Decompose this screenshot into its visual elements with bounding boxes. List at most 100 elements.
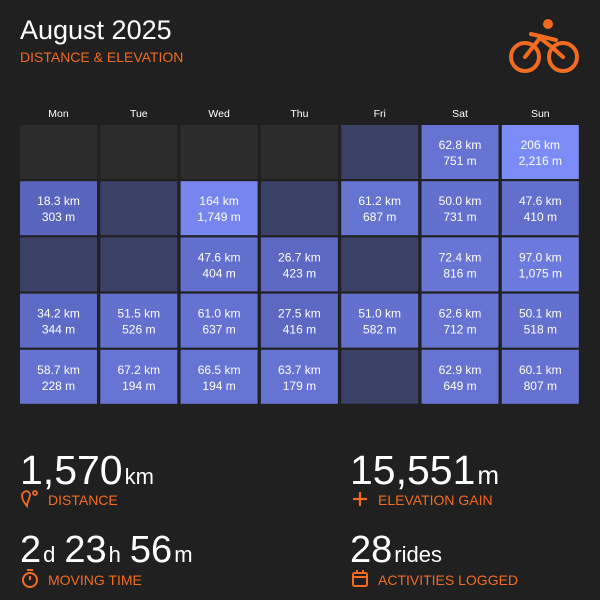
day-distance: 61.2 km (358, 194, 401, 208)
day-elevation: 194 m (122, 379, 155, 393)
stat-unit: m (174, 542, 192, 567)
weekday-label: Thu (290, 108, 308, 120)
ride-day (180, 349, 258, 404)
stat-value: 2d 23h 56m (20, 529, 193, 571)
ride-day (260, 293, 338, 348)
outside-day (100, 125, 178, 179)
day-elevation: 712 m (443, 323, 476, 337)
day-elevation: 1,075 m (519, 266, 562, 280)
day-distance: 62.9 km (439, 363, 482, 377)
rest-day (341, 237, 419, 292)
rest-day (341, 349, 419, 404)
ride-day (20, 293, 97, 348)
ride-day (421, 237, 499, 292)
ride-day (180, 181, 258, 236)
day-distance: 27.5 km (278, 307, 321, 321)
day-elevation: 179 m (283, 379, 316, 393)
rest-day (100, 181, 178, 236)
ride-day (20, 181, 97, 236)
stat-value: 1,570km (20, 447, 154, 493)
day-elevation: 410 m (524, 210, 557, 224)
day-distance: 72.4 km (439, 250, 482, 264)
day-elevation: 731 m (443, 210, 476, 224)
day-elevation: 404 m (202, 266, 235, 280)
ride-day (260, 237, 338, 292)
day-elevation: 1,749 m (197, 210, 240, 224)
outside-day (180, 125, 258, 179)
ride-day (180, 237, 258, 292)
stat-label: ACTIVITIES LOGGED (378, 572, 518, 588)
ride-day (341, 293, 419, 348)
stat-unit: km (125, 464, 154, 489)
ride-day (421, 125, 499, 179)
ride-day (421, 181, 499, 236)
ride-day (100, 349, 178, 404)
day-elevation: 423 m (283, 266, 316, 280)
day-distance: 97.0 km (519, 250, 562, 264)
day-elevation: 649 m (443, 379, 476, 393)
day-distance: 164 km (199, 194, 238, 208)
stat-number: 23 (64, 529, 106, 571)
day-distance: 50.1 km (519, 307, 562, 321)
stat-number: 56 (130, 529, 172, 571)
day-distance: 206 km (521, 138, 560, 152)
ride-day (341, 181, 419, 236)
day-distance: 63.7 km (278, 363, 321, 377)
stat-value: 15,551m (350, 447, 499, 493)
weekday-label: Fri (374, 108, 386, 120)
ride-day (501, 237, 579, 292)
day-distance: 67.2 km (117, 363, 160, 377)
day-elevation: 751 m (443, 154, 476, 168)
stat-number: 1,570 (20, 447, 123, 493)
ride-day (501, 125, 579, 179)
ride-day (180, 293, 258, 348)
rest-day (341, 125, 419, 179)
day-distance: 18.3 km (37, 194, 80, 208)
ride-day (100, 293, 178, 348)
day-distance: 58.7 km (37, 363, 80, 377)
plus-icon (353, 492, 367, 506)
day-elevation: 416 m (283, 323, 316, 337)
stat-unit: d (43, 542, 55, 567)
day-elevation: 637 m (202, 323, 235, 337)
stat-number: 2 (20, 529, 41, 571)
bike-icon (509, 19, 579, 73)
day-distance: 62.8 km (439, 138, 482, 152)
day-distance: 62.6 km (439, 307, 482, 321)
ride-day (421, 349, 499, 404)
day-distance: 60.1 km (519, 363, 562, 377)
day-distance: 51.5 km (117, 307, 160, 321)
rest-day (20, 237, 97, 292)
day-distance: 47.6 km (519, 194, 562, 208)
pin-icon (21, 490, 38, 509)
stat-label: MOVING TIME (48, 572, 142, 588)
day-distance: 61.0 km (198, 307, 241, 321)
weekday-label: Sun (531, 108, 550, 120)
weekday-label: Mon (48, 108, 69, 120)
day-elevation: 807 m (524, 379, 557, 393)
day-distance: 51.0 km (358, 307, 401, 321)
rest-day (100, 237, 178, 292)
ride-day (421, 293, 499, 348)
ride-day (260, 349, 338, 404)
weekday-label: Sat (452, 108, 468, 120)
ride-day (501, 181, 579, 236)
stopwatch-icon (22, 569, 38, 588)
outside-day (20, 125, 97, 179)
day-distance: 50.0 km (439, 194, 482, 208)
weekday-label: Wed (208, 108, 230, 120)
day-elevation: 518 m (524, 323, 557, 337)
weekday-label: Tue (130, 108, 148, 120)
day-elevation: 2,216 m (519, 154, 562, 168)
day-elevation: 194 m (202, 379, 235, 393)
subtitle: DISTANCE & ELEVATION (20, 49, 183, 65)
day-elevation: 228 m (42, 379, 75, 393)
rest-day (260, 181, 338, 236)
day-elevation: 303 m (42, 210, 75, 224)
calendar-icon (352, 570, 368, 587)
outside-day (260, 125, 338, 179)
day-elevation: 582 m (363, 323, 396, 337)
stat-number: 28 (350, 529, 392, 571)
day-distance: 66.5 km (198, 363, 241, 377)
